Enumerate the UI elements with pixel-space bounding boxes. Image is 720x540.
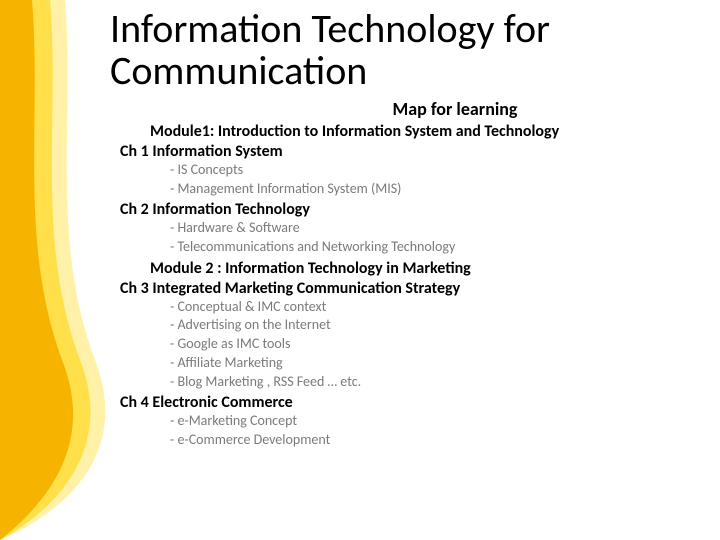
module-1-heading: Module1: Introduction to Information Sys… <box>150 122 700 141</box>
chapter-4-heading: Ch 4 Electronic Commerce <box>120 393 700 412</box>
list-item: - Blog Marketing , RSS Feed … etc. <box>170 373 700 392</box>
list-item: - Hardware & Software <box>170 219 700 238</box>
subtitle: Map for learning <box>210 98 700 120</box>
chapter-1-heading: Ch 1 Information System <box>120 142 700 161</box>
list-item: - IS Concepts <box>170 161 700 180</box>
list-item: - Affiliate Marketing <box>170 354 700 373</box>
list-item: - Google as IMC tools <box>170 335 700 354</box>
list-item: - Advertising on the Internet <box>170 316 700 335</box>
list-item: - e-Marketing Concept <box>170 412 700 431</box>
module-2-heading: Module 2 : Information Technology in Mar… <box>150 259 700 278</box>
list-item: - Telecommunications and Networking Tech… <box>170 238 700 257</box>
list-item: - e-Commerce Development <box>170 431 700 450</box>
chapter-2-heading: Ch 2 Information Technology <box>120 200 700 219</box>
list-item: - Management Information System (MIS) <box>170 180 700 199</box>
list-item: - Conceptual & IMC context <box>170 298 700 317</box>
slide-content: Information Technology for Communication… <box>0 0 720 450</box>
chapter-3-heading: Ch 3 Integrated Marketing Communication … <box>120 279 700 298</box>
page-title: Information Technology for Communication <box>110 8 700 92</box>
